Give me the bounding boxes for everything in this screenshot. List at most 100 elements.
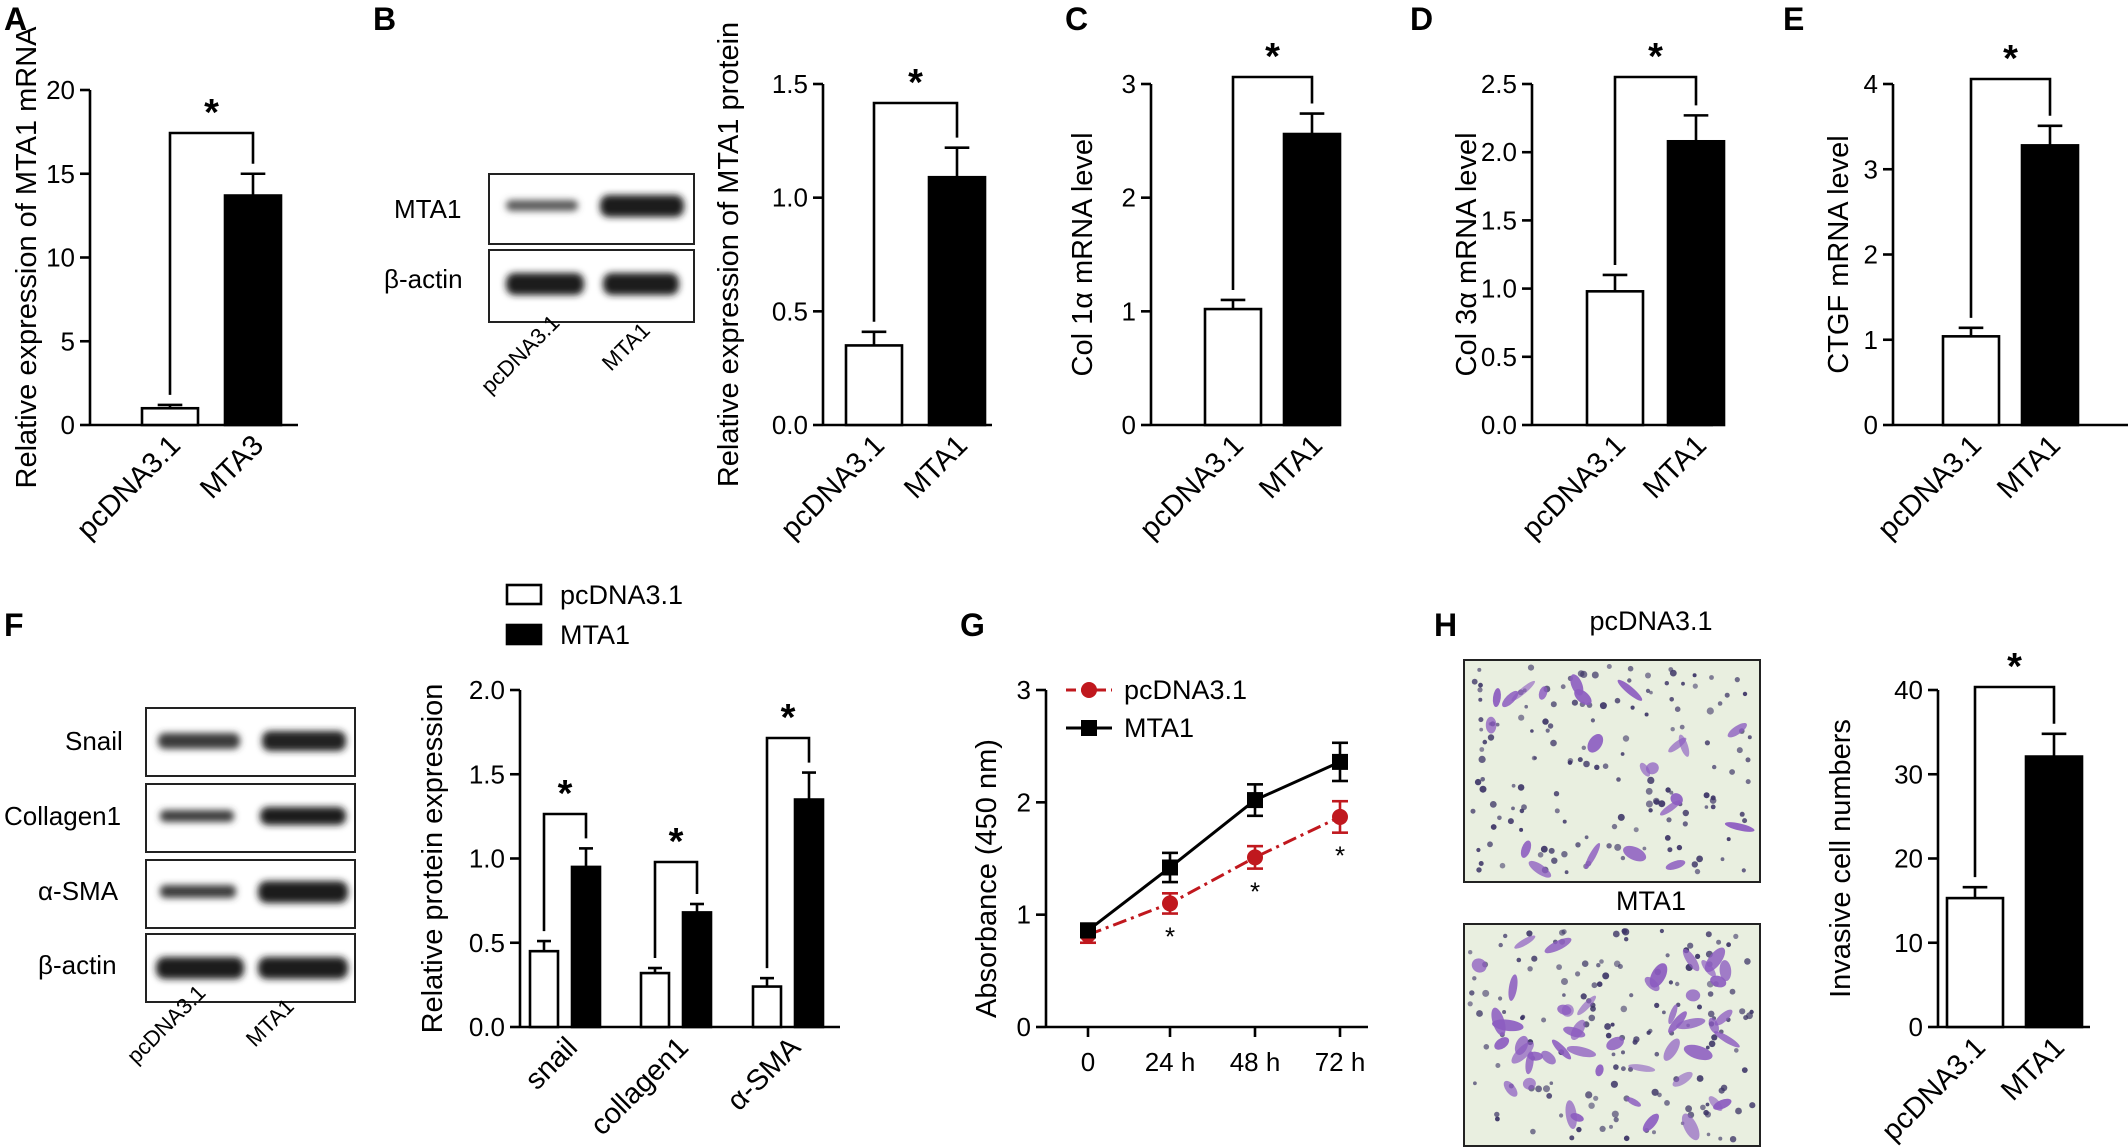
cell-nucleus xyxy=(1657,1092,1662,1098)
cell-nucleus xyxy=(1710,804,1716,810)
significance-bracket xyxy=(1613,75,1698,265)
cell-nucleus xyxy=(1708,1040,1716,1048)
cell-nucleus xyxy=(1694,868,1701,875)
cell-nucleus xyxy=(1685,1105,1692,1113)
cell-nucleus xyxy=(1729,988,1736,995)
data-point xyxy=(1247,849,1263,866)
invasive-cell xyxy=(1683,1044,1713,1061)
cell-nucleus xyxy=(1717,701,1723,706)
invasive-cell xyxy=(1471,958,1487,973)
cell-nucleus xyxy=(1531,955,1538,962)
panel-b: B MTA1 β-actin pcDNA3.1 MTA1 0.0 0.5 1.0 1.… xyxy=(373,1,992,545)
cell-nucleus xyxy=(1483,1044,1490,1050)
significance-star: * xyxy=(1648,36,1663,78)
invasive-cell xyxy=(1595,1064,1604,1077)
invasive-cell xyxy=(1639,762,1651,777)
cell-nucleus xyxy=(1548,847,1555,854)
cell-nucleus xyxy=(1467,1001,1473,1007)
cell-nucleus xyxy=(1616,777,1621,782)
y-axis-label: Absorbance (450 nm) xyxy=(971,739,1003,1018)
y-tick-label: 1 xyxy=(1864,325,1878,355)
cell-nucleus xyxy=(1654,1051,1660,1057)
significance-star: * xyxy=(781,697,796,739)
cell-nucleus xyxy=(1707,991,1714,997)
x-tick-label: pcDNA3.1 xyxy=(1876,1031,1992,1147)
cell-nucleus xyxy=(1675,981,1680,987)
cell-nucleus xyxy=(1541,1017,1547,1023)
cell-nucleus xyxy=(1749,1102,1756,1109)
significance-star: * xyxy=(908,62,923,104)
cell-nucleus xyxy=(1520,1015,1525,1021)
cell-nucleus xyxy=(1696,1075,1704,1082)
invasive-cell xyxy=(1665,860,1686,870)
significance-bracket xyxy=(542,812,588,932)
y-axis-label: CTGF mRNA level xyxy=(1823,135,1855,373)
y-tick-label: 2 xyxy=(1864,240,1878,270)
cell-nucleus xyxy=(1664,681,1670,686)
significance-bracket xyxy=(653,860,699,959)
cell-nucleus xyxy=(1473,1081,1477,1086)
y-tick-label: 1.0 xyxy=(1481,274,1517,304)
invasive-cell xyxy=(1557,1004,1572,1015)
cell-nucleus xyxy=(1729,769,1735,775)
cell-nucleus xyxy=(1696,855,1703,863)
cell-nucleus xyxy=(1560,684,1566,690)
cell-nucleus xyxy=(1546,1093,1553,1099)
cell-nucleus xyxy=(1622,928,1630,936)
y-tick-label: 10 xyxy=(1894,928,1923,958)
y-tick-label: 2 xyxy=(1122,183,1136,213)
x-tick-label: pcDNA3.1 xyxy=(1872,429,1988,545)
blot-row-label: α-SMA xyxy=(38,876,119,906)
cell-nucleus xyxy=(1489,801,1497,808)
cell-nucleus xyxy=(1609,1124,1613,1129)
y-axis-label: Invasive cell numbers xyxy=(1825,719,1857,998)
cell-nucleus xyxy=(1562,819,1567,824)
cell-nucleus xyxy=(1478,755,1486,764)
bar-pcdna3-1 xyxy=(1941,335,2001,427)
cell-nucleus xyxy=(1706,707,1714,715)
cell-nucleus xyxy=(1527,664,1535,671)
y-tick-label: 0 xyxy=(1909,1012,1923,1042)
chart-g: 0 1 2 3 0 24 h 48 h 72 h Absorbance (450 nm) * * * p… xyxy=(971,675,1368,1077)
x-tick-label: MTA1 xyxy=(1995,1031,2071,1107)
micrograph-cells xyxy=(1470,664,1755,878)
chart-b: 0.0 0.5 1.0 1.5 Relative expression of MTA1 … xyxy=(713,22,992,545)
invasive-cell xyxy=(1544,937,1572,954)
bar-mta1 xyxy=(681,911,713,1029)
cell-nucleus xyxy=(1630,705,1635,710)
bar-pcdna3-1 xyxy=(140,406,200,427)
blot-lane-label: MTA1 xyxy=(597,318,655,376)
cell-nucleus xyxy=(1547,723,1554,729)
cell-nucleus xyxy=(1577,757,1583,763)
cell-nucleus xyxy=(1692,683,1698,689)
cell-nucleus xyxy=(1697,1004,1702,1010)
panel-letter-f: F xyxy=(4,607,24,643)
cell-nucleus xyxy=(1745,779,1751,785)
cell-nucleus xyxy=(1620,855,1626,861)
data-point xyxy=(1332,808,1348,825)
cell-nucleus xyxy=(1530,1128,1536,1135)
x-tick-label: collagen1 xyxy=(585,1031,695,1141)
cell-nucleus xyxy=(1664,835,1671,841)
significance-star: * xyxy=(558,773,573,815)
invasive-cell xyxy=(1491,1007,1506,1036)
cell-nucleus xyxy=(1588,1102,1595,1109)
cell-nucleus xyxy=(1620,752,1625,756)
cell-nucleus xyxy=(1674,706,1681,712)
y-tick-label: 5 xyxy=(61,326,75,356)
cell-nucleus xyxy=(1681,681,1685,686)
panel-c: C 0 1 2 3 Col 1α mRNA level pcDNA3.1 MTA1 * xyxy=(1065,1,1342,545)
cell-nucleus xyxy=(1575,971,1581,977)
invasive-cell xyxy=(1724,822,1755,832)
cell-nucleus xyxy=(1745,757,1751,763)
cell-nucleus xyxy=(1718,1087,1725,1094)
cell-nucleus xyxy=(1739,811,1745,817)
panel-g: G 0 1 2 3 0 24 h 48 h 72 h Absorbance (450 nm) * *… xyxy=(960,607,1368,1077)
invasive-cell xyxy=(1623,845,1647,862)
cell-nucleus xyxy=(1659,928,1664,934)
legend-label: pcDNA3.1 xyxy=(560,580,683,610)
legend-label: MTA1 xyxy=(560,620,630,650)
cell-nucleus xyxy=(1633,1036,1640,1043)
invasive-cell xyxy=(1644,976,1660,992)
